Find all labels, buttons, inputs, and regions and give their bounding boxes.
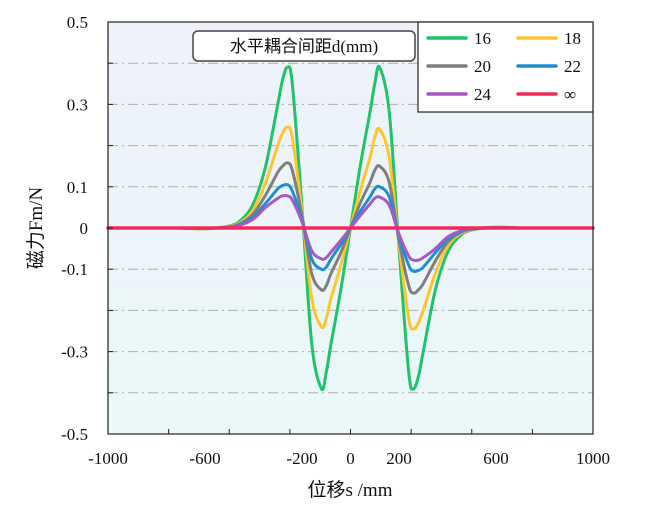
x-tick-label: 200 bbox=[386, 449, 412, 468]
x-tick-label: -200 bbox=[286, 449, 317, 468]
y-tick-label: 0 bbox=[80, 219, 89, 238]
annotation-box: 水平耦合间距d(mm) bbox=[192, 30, 416, 62]
y-tick-label: 0.1 bbox=[67, 178, 88, 197]
x-tick-label: 1000 bbox=[576, 449, 610, 468]
legend-label: 20 bbox=[474, 57, 491, 76]
legend-label: 22 bbox=[564, 57, 581, 76]
y-axis-title: 磁力Fm/N bbox=[25, 187, 47, 270]
legend-label: 16 bbox=[474, 29, 491, 48]
y-tick-label: -0.1 bbox=[61, 260, 88, 279]
legend-label: 24 bbox=[474, 85, 492, 104]
x-tick-label: -1000 bbox=[88, 449, 128, 468]
series-group bbox=[106, 64, 595, 392]
y-tick-label: 0.3 bbox=[67, 95, 88, 114]
x-tick-label: 0 bbox=[346, 449, 355, 468]
x-tick-label: 600 bbox=[483, 449, 509, 468]
x-tick-label: -600 bbox=[189, 449, 220, 468]
legend-label: ∞ bbox=[564, 85, 576, 104]
y-tick-label: 0.5 bbox=[67, 13, 88, 32]
x-axis-title: 位移s /mm bbox=[308, 479, 393, 501]
annotation-label: 水平耦合间距d(mm) bbox=[230, 37, 378, 56]
legend-label: 18 bbox=[564, 29, 581, 48]
ticks: -1000 -600 -200 0 200 600 1000 0.5 0.3 0.1 0 -0.1 -0… bbox=[61, 13, 610, 468]
y-tick-label: -0.5 bbox=[61, 425, 88, 444]
legend: 16 18 20 22 24 ∞ bbox=[417, 21, 594, 113]
y-tick-label: -0.3 bbox=[61, 343, 88, 362]
